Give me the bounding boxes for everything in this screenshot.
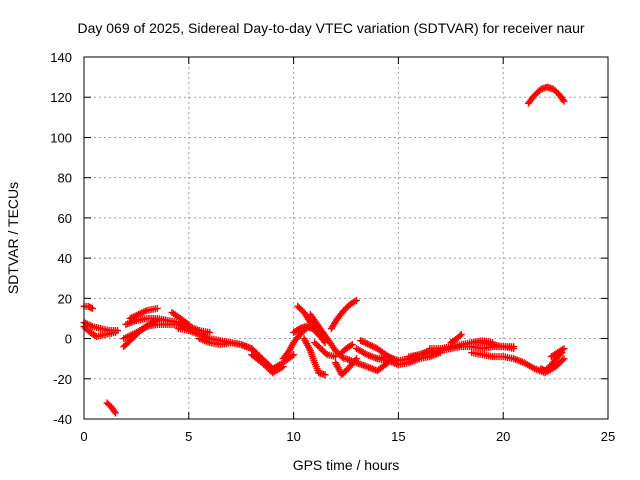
data-point [288, 352, 296, 360]
data-points [80, 83, 568, 417]
y-tick-label: 0 [65, 332, 72, 347]
x-tick-label: 10 [286, 429, 300, 444]
y-tick-label: -20 [53, 372, 72, 387]
series-track-8 [126, 304, 161, 322]
series-track-29 [468, 339, 518, 351]
grid [84, 57, 608, 419]
series-track-9 [168, 308, 193, 328]
data-point [322, 349, 330, 357]
data-point [111, 409, 119, 417]
x-tick-label: 0 [80, 429, 87, 444]
series-track-28 [447, 331, 465, 347]
data-point [294, 326, 302, 334]
series-track-4 [103, 399, 119, 417]
series-track-32 [547, 345, 568, 361]
series-track-11 [195, 335, 298, 373]
data-point [559, 356, 567, 364]
data-point [560, 355, 568, 363]
data-point [510, 343, 518, 351]
data-point [206, 329, 214, 337]
x-tick-label: 25 [601, 429, 615, 444]
y-tick-label: 60 [58, 211, 72, 226]
data-point [185, 320, 193, 328]
data-point [321, 371, 329, 379]
axis-ticks: 0 5 10 15 20 25 -40 -20 0 20 40 60 80 100 120 140 [50, 50, 615, 444]
series-track-7 [122, 314, 214, 337]
series-track-12 [248, 351, 287, 377]
data-point [347, 342, 355, 350]
data-point [559, 96, 567, 104]
y-tick-label: 40 [58, 251, 72, 266]
data-point [348, 341, 356, 349]
data-point [560, 345, 568, 353]
data-point [351, 297, 359, 305]
chart-title: Day 069 of 2025, Sidereal Day-to-day VTE… [77, 20, 584, 36]
y-tick-label: 100 [50, 130, 72, 145]
data-point [560, 97, 568, 105]
data-point [88, 304, 96, 312]
y-tick-label: -40 [53, 412, 72, 427]
data-point [114, 327, 122, 335]
data-point [332, 353, 340, 361]
series-track-33 [524, 83, 568, 107]
x-tick-label: 5 [185, 429, 192, 444]
x-tick-label: 15 [391, 429, 405, 444]
series-track-21 [336, 341, 356, 359]
x-axis-label: GPS time / hours [293, 457, 400, 473]
series-track-24 [357, 337, 398, 365]
y-tick-label: 140 [50, 50, 72, 65]
y-axis-label: SDTVAR / TECUs [5, 182, 21, 294]
data-point [558, 346, 566, 354]
series-track-18 [311, 339, 340, 361]
data-point [153, 304, 161, 312]
data-point [456, 332, 464, 340]
data-point [110, 407, 118, 415]
data-point [290, 351, 298, 359]
plot-frame [83, 56, 609, 420]
data-point [279, 363, 287, 371]
data-point [457, 331, 465, 339]
y-tick-label: 120 [50, 90, 72, 105]
series-track-19 [327, 296, 360, 332]
series-track-16 [300, 335, 329, 379]
y-tick-label: 80 [58, 171, 72, 186]
x-tick-label: 20 [496, 429, 510, 444]
y-tick-label: 20 [58, 291, 72, 306]
series-track-13 [279, 325, 310, 363]
data-point [352, 296, 360, 304]
